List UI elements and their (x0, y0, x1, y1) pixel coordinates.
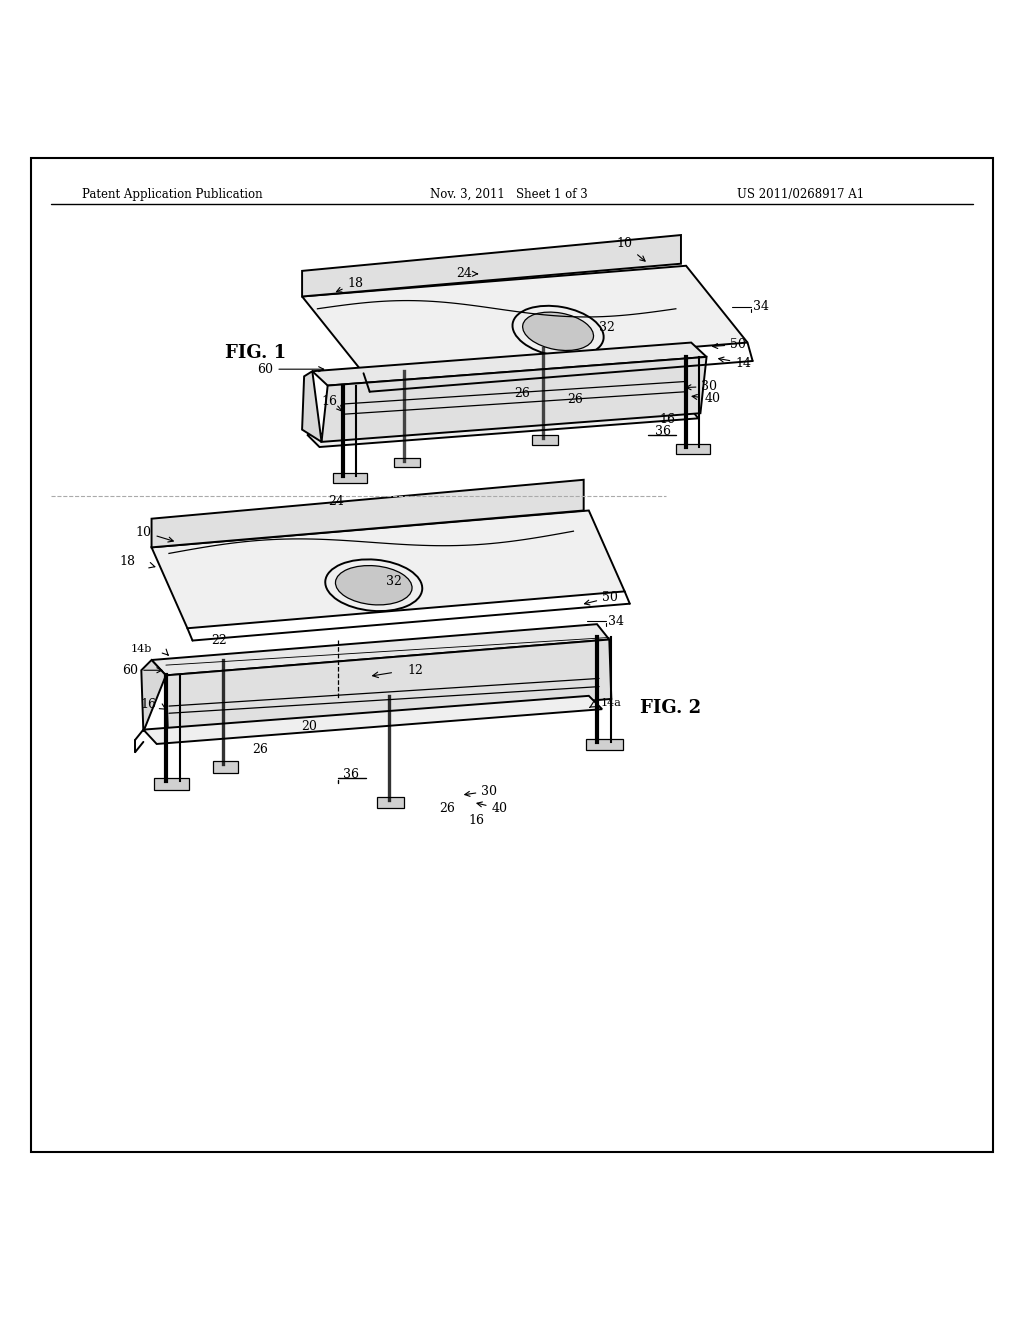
Polygon shape (143, 696, 602, 744)
Text: 14a: 14a (601, 698, 622, 708)
Text: 26: 26 (567, 393, 584, 407)
Polygon shape (152, 479, 584, 548)
Ellipse shape (522, 312, 594, 351)
Text: 16: 16 (659, 413, 676, 426)
Text: 34: 34 (753, 300, 769, 313)
Text: 18: 18 (337, 277, 364, 292)
Text: 36: 36 (343, 768, 359, 781)
Polygon shape (377, 797, 404, 808)
Polygon shape (333, 473, 367, 483)
Text: 40: 40 (692, 392, 721, 405)
Text: 40: 40 (477, 803, 508, 814)
Text: 26: 26 (439, 803, 456, 814)
Polygon shape (312, 343, 707, 385)
Text: 22: 22 (212, 634, 227, 647)
Text: 16: 16 (140, 697, 157, 710)
Polygon shape (676, 444, 710, 454)
Text: 32: 32 (599, 321, 615, 334)
Text: FIG. 2: FIG. 2 (640, 700, 701, 717)
Text: Patent Application Publication: Patent Application Publication (82, 187, 262, 201)
Polygon shape (213, 762, 238, 772)
Text: 32: 32 (386, 574, 402, 587)
Text: US 2011/0268917 A1: US 2011/0268917 A1 (737, 187, 864, 201)
Text: 24: 24 (328, 495, 344, 508)
Text: 10: 10 (616, 238, 645, 261)
Polygon shape (532, 434, 558, 445)
Text: 12: 12 (408, 664, 424, 677)
Text: 26: 26 (252, 743, 268, 755)
Text: 34: 34 (608, 615, 625, 627)
Text: Nov. 3, 2011   Sheet 1 of 3: Nov. 3, 2011 Sheet 1 of 3 (430, 187, 588, 201)
Polygon shape (152, 511, 625, 628)
Polygon shape (154, 777, 189, 791)
Polygon shape (302, 265, 748, 374)
Text: 20: 20 (301, 721, 317, 733)
Text: 14: 14 (719, 356, 752, 370)
Text: 18: 18 (119, 556, 135, 568)
Polygon shape (307, 407, 698, 447)
Polygon shape (586, 739, 623, 750)
Text: FIG. 1: FIG. 1 (225, 343, 287, 362)
Text: 30: 30 (686, 380, 718, 393)
Text: 16: 16 (468, 814, 484, 828)
Polygon shape (141, 660, 166, 731)
Polygon shape (302, 235, 681, 297)
Polygon shape (322, 356, 707, 442)
Text: 60: 60 (257, 363, 324, 376)
Ellipse shape (336, 565, 412, 605)
Text: 26: 26 (514, 387, 530, 400)
Text: 36: 36 (654, 425, 671, 438)
Polygon shape (152, 624, 609, 676)
Text: 14b: 14b (130, 644, 152, 653)
Text: 50: 50 (713, 338, 746, 351)
Text: 30: 30 (465, 784, 498, 797)
Polygon shape (302, 371, 322, 442)
Text: 10: 10 (135, 525, 173, 543)
Text: 24: 24 (456, 267, 477, 280)
Text: 50: 50 (585, 591, 618, 605)
Text: 60: 60 (122, 664, 162, 677)
Polygon shape (166, 639, 611, 735)
Polygon shape (394, 458, 420, 467)
Text: 16: 16 (322, 396, 338, 408)
